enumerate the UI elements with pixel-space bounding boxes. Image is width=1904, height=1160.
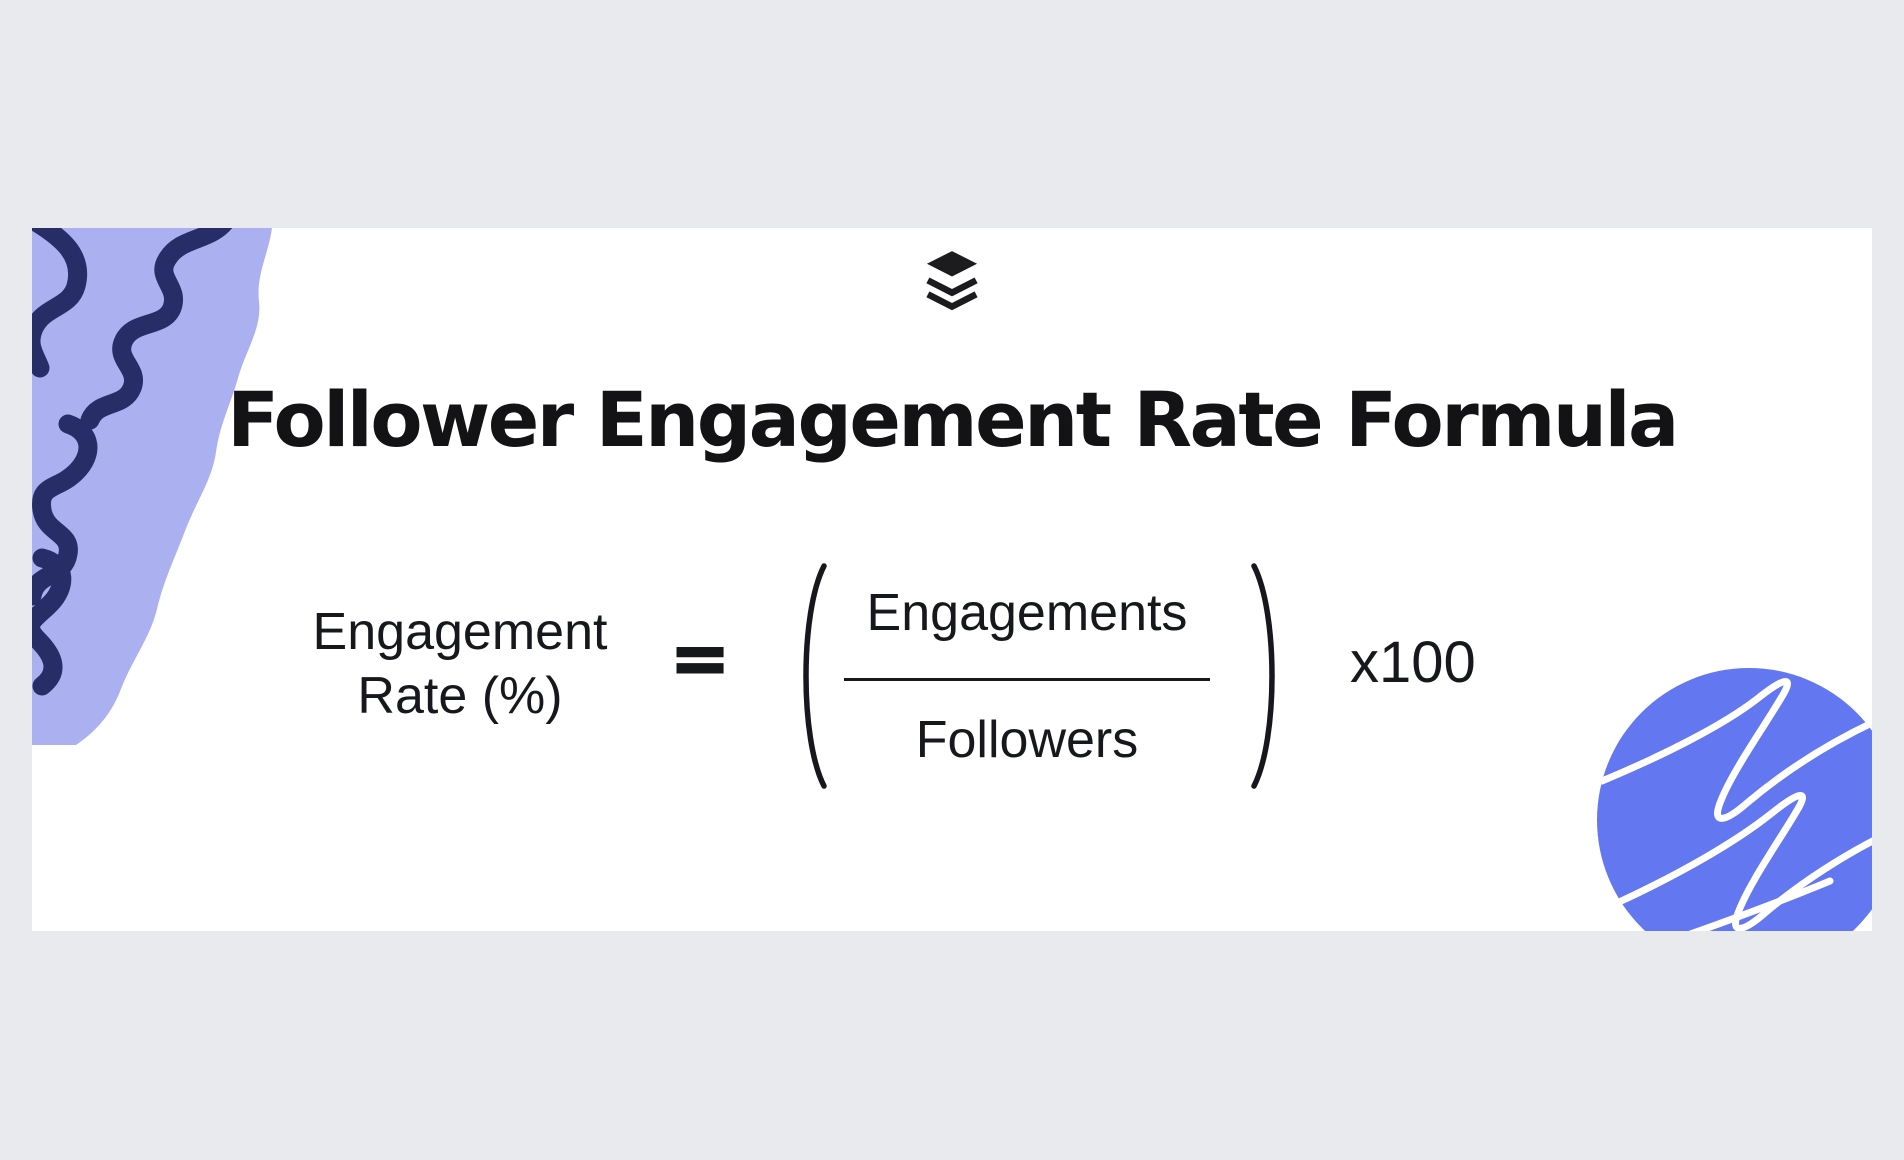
equals-sign: =: [669, 615, 731, 701]
formula-lhs-line1: Engagement: [312, 603, 608, 661]
fraction-numerator: Engagements: [866, 584, 1188, 642]
squiggle-line: [80, 228, 238, 430]
blob-shape: [32, 228, 272, 745]
squiggle-line: [32, 548, 72, 696]
formula-card: Follower Engagement Rate Formula Engagem…: [32, 228, 1872, 931]
open-paren-icon: [803, 563, 827, 789]
corner-circle-scribble-art: [1597, 668, 1872, 931]
corner-blob-squiggle-art: [32, 228, 272, 745]
fraction-bar: [844, 678, 1210, 681]
page-title: Follower Engagement Rate Formula: [227, 375, 1679, 464]
formula-multiplier: x100: [1350, 630, 1476, 695]
scribble-line: [1613, 792, 1872, 931]
close-paren-icon: [1251, 563, 1275, 789]
formula-fraction: Engagements Followers: [832, 584, 1222, 769]
circle-shape: [1597, 668, 1872, 931]
buffer-logo-icon: [926, 251, 978, 311]
formula-lhs-line2: Rate (%): [357, 667, 563, 725]
fraction-denominator: Followers: [915, 711, 1139, 769]
scribble-line: [1643, 877, 1834, 931]
squiggle-line: [32, 228, 88, 378]
scribble-line: [1598, 678, 1872, 822]
formula-lhs: Engagement Rate (%): [240, 600, 680, 728]
